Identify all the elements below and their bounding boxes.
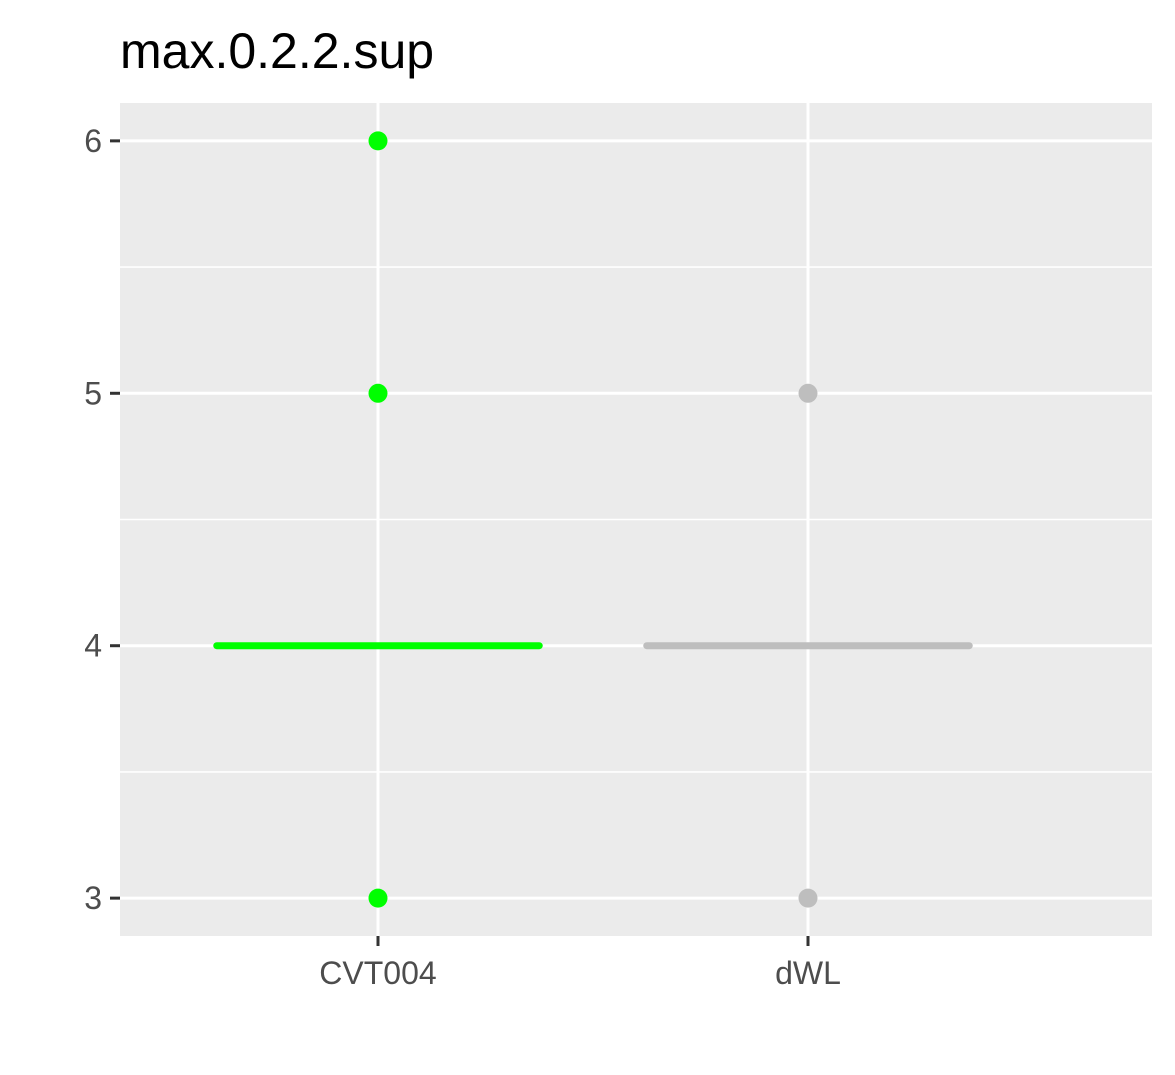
- data-point: [368, 383, 388, 403]
- x-tick-label: dWL: [775, 955, 841, 991]
- x-axis: CVT004 dWL: [319, 936, 841, 991]
- grid-minor: [120, 266, 1152, 773]
- data-point: [368, 888, 388, 908]
- data-points: [368, 131, 818, 908]
- chart-title: max.0.2.2.sup: [120, 23, 434, 79]
- data-point: [798, 383, 818, 403]
- data-point: [368, 131, 388, 151]
- y-tick-label: 4: [84, 628, 102, 664]
- y-tick-label: 3: [84, 880, 102, 916]
- x-tick-label: CVT004: [319, 955, 436, 991]
- y-tick-label: 6: [84, 123, 102, 159]
- grid-major: [120, 103, 1152, 936]
- y-tick-label: 5: [84, 375, 102, 411]
- y-axis: 3 4 5 6: [84, 123, 120, 916]
- data-point: [798, 888, 818, 908]
